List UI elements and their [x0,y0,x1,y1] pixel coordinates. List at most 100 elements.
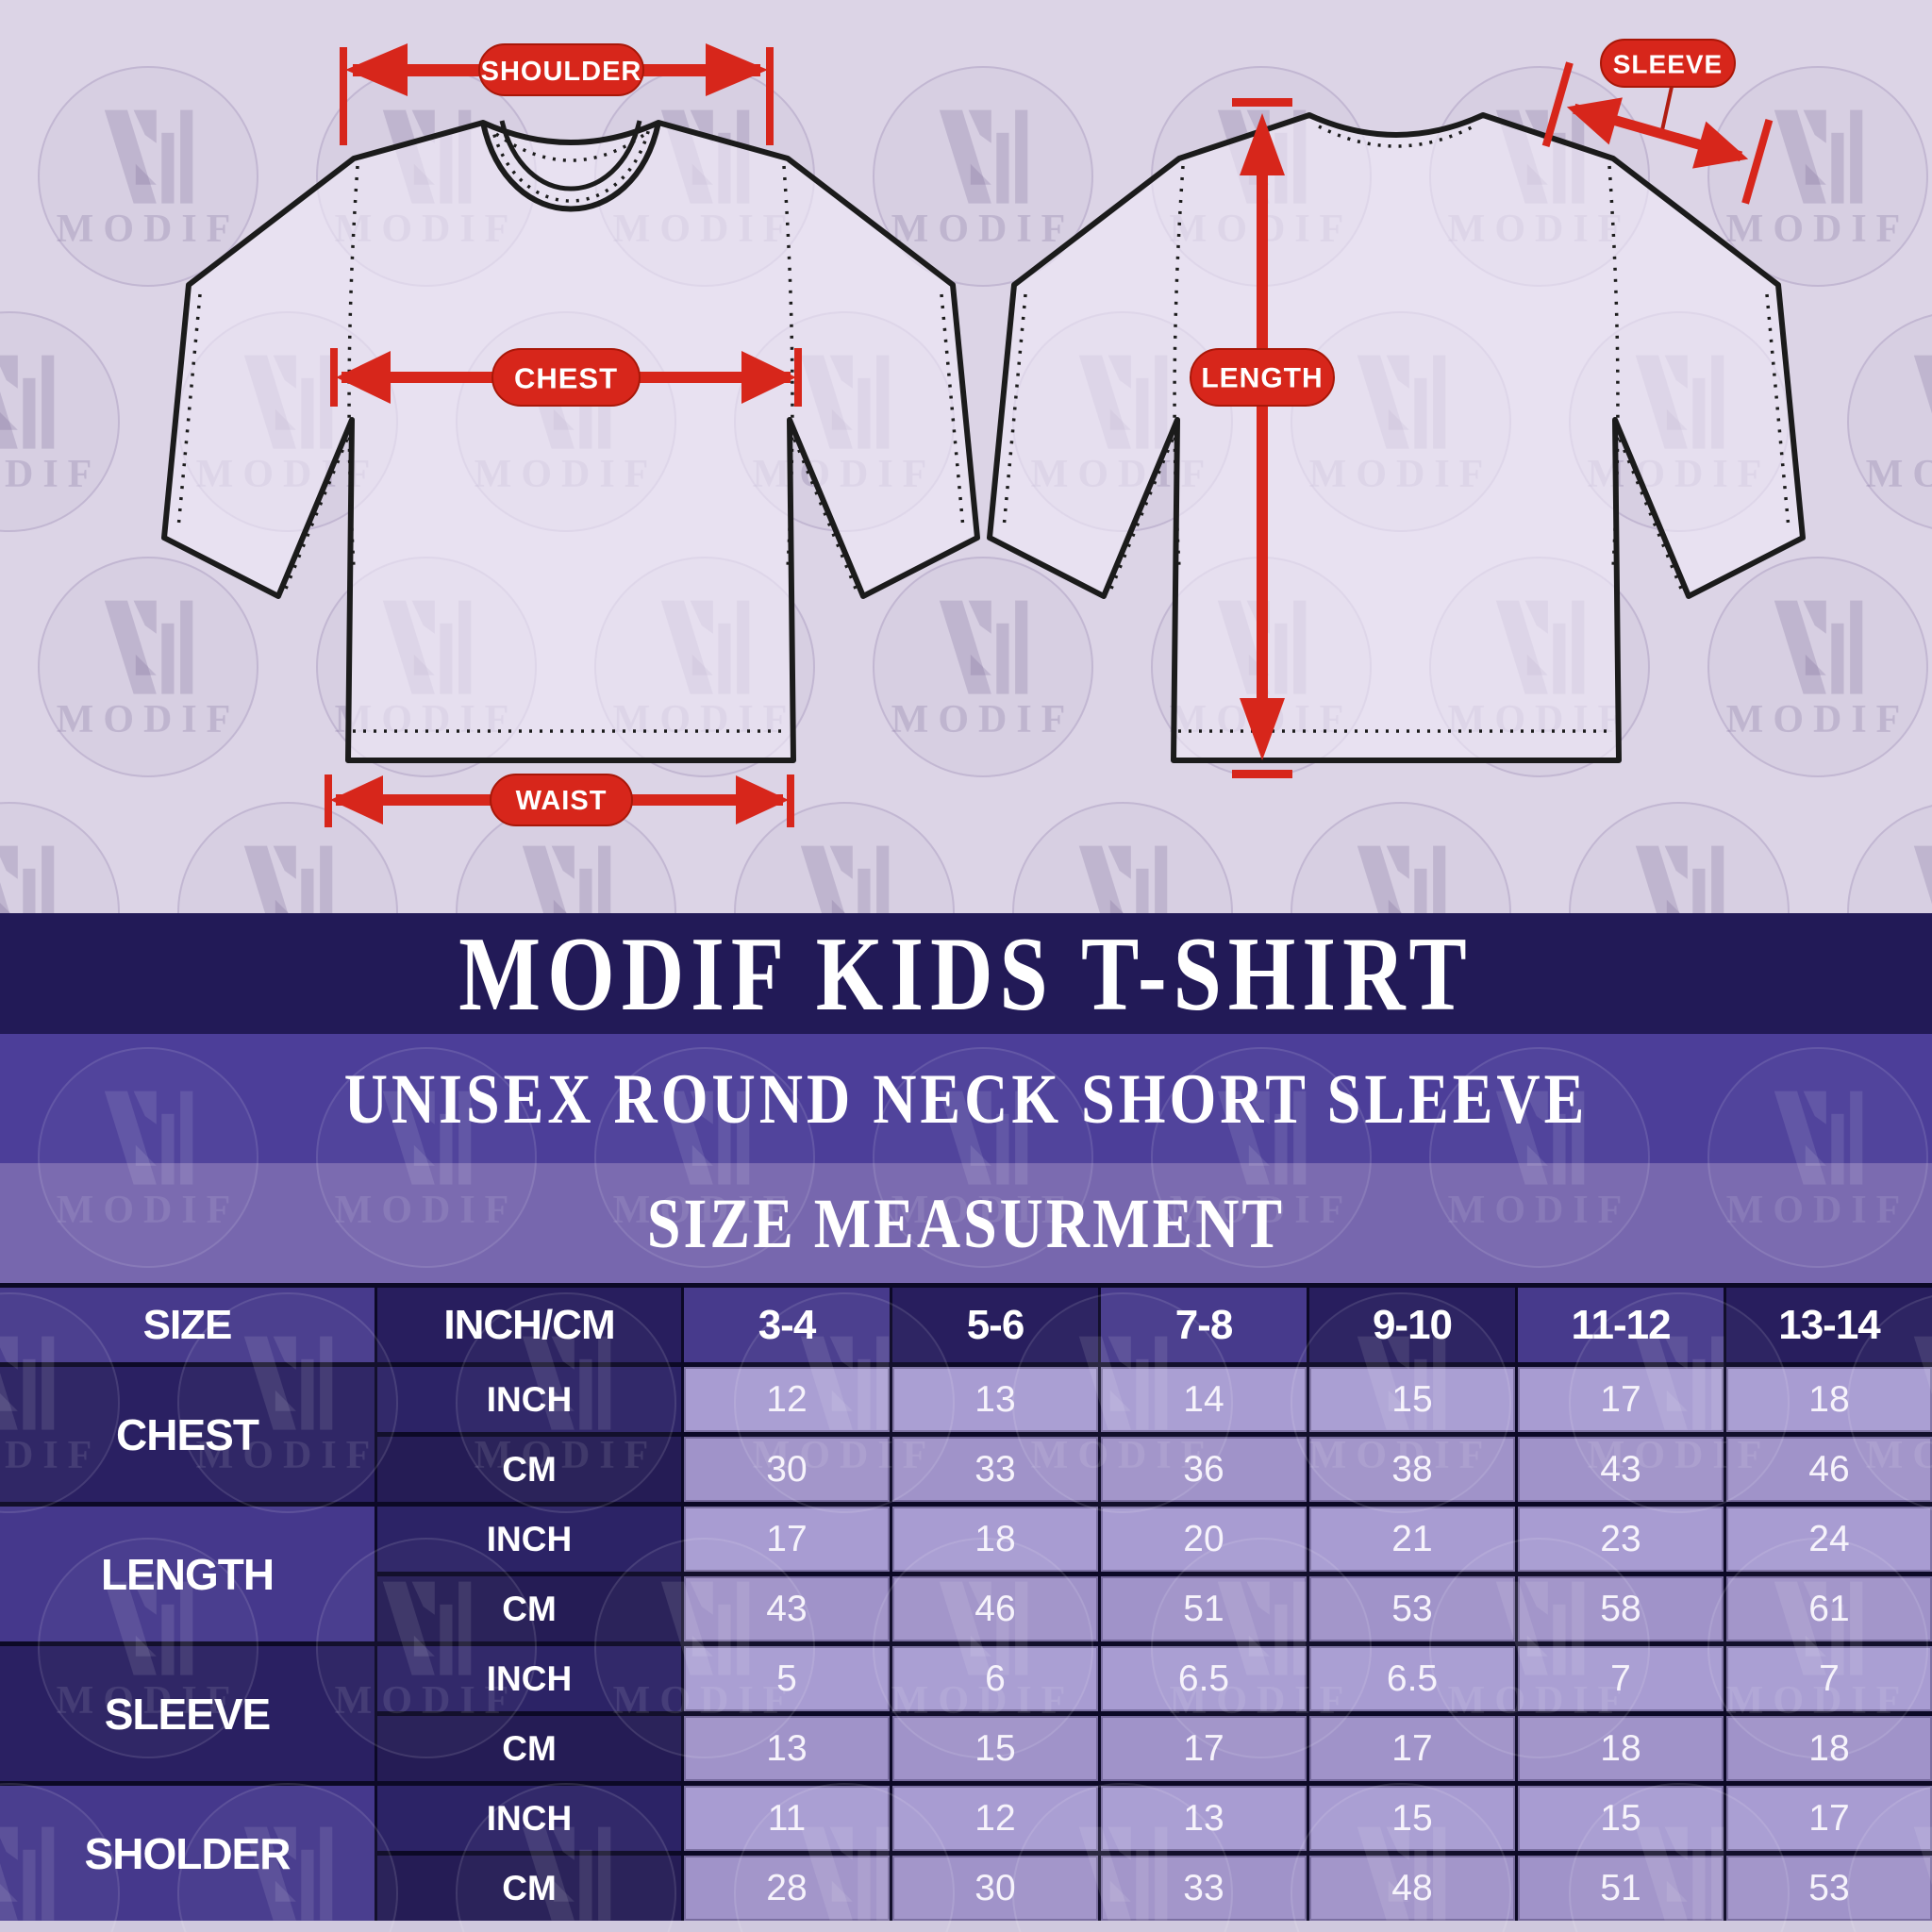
value-sleeve-inch-13-14: 7 [1726,1646,1932,1711]
chest-tick-left [330,348,338,407]
length-tick-bottom [1232,770,1292,778]
sleeve-label: SLEEVE [1613,50,1723,79]
value-sleeve-cm-13-14: 18 [1726,1716,1932,1781]
value-sholder-cm-11-12: 51 [1518,1856,1724,1921]
value-sleeve-inch-11-12: 7 [1518,1646,1724,1711]
sleeve-arrowhead-right [1692,121,1749,169]
value-chest-cm-9-10: 38 [1309,1437,1515,1502]
col-header-2: 3-4 [684,1288,890,1362]
unit-label-chest-cm: CM [377,1437,681,1502]
value-length-inch-5-6: 18 [892,1507,1098,1572]
waist-arrowhead-left [330,775,383,824]
front-collar-stitch-top [494,132,647,162]
size-table: SIZE INCH/CM 3-4 5-6 7-8 9-10 11-12 13-14 CHEST I… [0,1283,1932,1921]
value-sholder-inch-9-10: 15 [1309,1786,1515,1851]
value-length-cm-9-10: 53 [1309,1576,1515,1641]
title-band-section: SIZE MEASURMENT [0,1163,1932,1283]
sub-title: UNISEX ROUND NECK SHORT SLEEVE [343,1058,1589,1138]
value-chest-cm-13-14: 46 [1726,1437,1932,1502]
back-shirt-outline [987,112,1806,763]
sleeve-tick-right [1741,118,1774,205]
value-chest-cm-5-6: 33 [892,1437,1098,1502]
unit-label-sleeve-inch: INCH [377,1646,681,1711]
length-arrow-line [1257,168,1268,709]
value-sholder-cm-9-10: 48 [1309,1856,1515,1921]
value-sholder-cm-7-8: 33 [1101,1856,1307,1921]
value-sleeve-inch-5-6: 6 [892,1646,1098,1711]
value-chest-inch-3-4: 12 [684,1367,890,1432]
bottom-strip [0,1921,1932,1932]
title-band-sub: UNISEX ROUND NECK SHORT SLEEVE [0,1034,1932,1163]
value-sholder-inch-13-14: 17 [1726,1786,1932,1851]
shoulder-measure: SHOULDER [340,43,774,145]
value-length-cm-3-4: 43 [684,1576,890,1641]
col-header-7: 13-14 [1726,1288,1932,1362]
value-chest-inch-7-8: 14 [1101,1367,1307,1432]
chest-label-pill [491,348,641,407]
value-length-inch-13-14: 24 [1726,1507,1932,1572]
unit-label-sholder-cm: CM [377,1856,681,1921]
row-label-sleeve: SLEEVE [0,1646,375,1781]
main-title: MODIF KIDS T-SHIRT [458,914,1474,1033]
value-sholder-cm-3-4: 28 [684,1856,890,1921]
sleeve-pointer-line [1660,86,1674,131]
value-chest-cm-7-8: 36 [1101,1437,1307,1502]
length-label: LENGTH [1201,363,1323,394]
col-header-0: SIZE [0,1288,375,1362]
front-collar-outer [480,122,661,212]
value-sleeve-cm-5-6: 15 [892,1716,1098,1781]
sleeve-arrowhead-left [1566,97,1623,145]
row-label-length: LENGTH [0,1507,375,1641]
value-sholder-cm-13-14: 53 [1726,1856,1932,1921]
value-chest-cm-3-4: 30 [684,1437,890,1502]
col-header-1: INCH/CM [377,1288,681,1362]
value-chest-inch-13-14: 18 [1726,1367,1932,1432]
value-sleeve-cm-11-12: 18 [1518,1716,1724,1781]
length-arrowhead-bottom [1240,698,1285,760]
value-length-inch-7-8: 20 [1101,1507,1307,1572]
value-sleeve-cm-7-8: 17 [1101,1716,1307,1781]
tshirt-measurement-diagram: SHOULDER CHEST WAIST [161,39,1806,827]
value-sholder-inch-3-4: 11 [684,1786,890,1851]
row-label-sholder: SHOLDER [0,1786,375,1921]
waist-measure: WAIST [325,774,794,827]
shoulder-arrowhead-left [345,43,408,96]
unit-label-chest-inch: INCH [377,1367,681,1432]
value-sholder-inch-7-8: 13 [1101,1786,1307,1851]
title-band-main: MODIF KIDS T-SHIRT [0,913,1932,1034]
value-length-cm-11-12: 58 [1518,1576,1724,1641]
shoulder-tick-left [340,47,347,145]
value-sholder-inch-5-6: 12 [892,1786,1098,1851]
value-length-inch-3-4: 17 [684,1507,890,1572]
value-sleeve-cm-9-10: 17 [1309,1716,1515,1781]
section-title: SIZE MEASURMENT [646,1183,1286,1262]
value-sleeve-inch-7-8: 6.5 [1101,1646,1307,1711]
unit-label-sholder-inch: INCH [377,1786,681,1851]
waist-label: WAIST [516,786,608,816]
chest-arrowhead-left [336,351,391,404]
chest-measure: CHEST [330,348,802,407]
row-label-chest: CHEST [0,1367,375,1502]
value-sholder-inch-11-12: 15 [1518,1786,1724,1851]
shoulder-tick-right [766,47,774,145]
value-sleeve-inch-3-4: 5 [684,1646,890,1711]
unit-label-sleeve-cm: CM [377,1716,681,1781]
value-length-inch-11-12: 23 [1518,1507,1724,1572]
value-chest-inch-5-6: 13 [892,1367,1098,1432]
waist-tick-left [325,774,332,827]
value-length-cm-7-8: 51 [1101,1576,1307,1641]
value-chest-inch-9-10: 15 [1309,1367,1515,1432]
shoulder-label: SHOULDER [481,57,642,87]
col-header-5: 9-10 [1309,1288,1515,1362]
sleeve-tick-left [1541,61,1574,148]
waist-label-pill [490,774,633,826]
value-sholder-cm-5-6: 30 [892,1856,1098,1921]
unit-label-length-cm: CM [377,1576,681,1641]
front-collar-inner [499,120,642,192]
col-header-3: 5-6 [892,1288,1098,1362]
value-chest-cm-11-12: 43 [1518,1437,1724,1502]
length-arrowhead-top [1240,113,1285,175]
shoulder-arrowhead-right [706,43,768,96]
front-shirt-outline [161,120,980,763]
